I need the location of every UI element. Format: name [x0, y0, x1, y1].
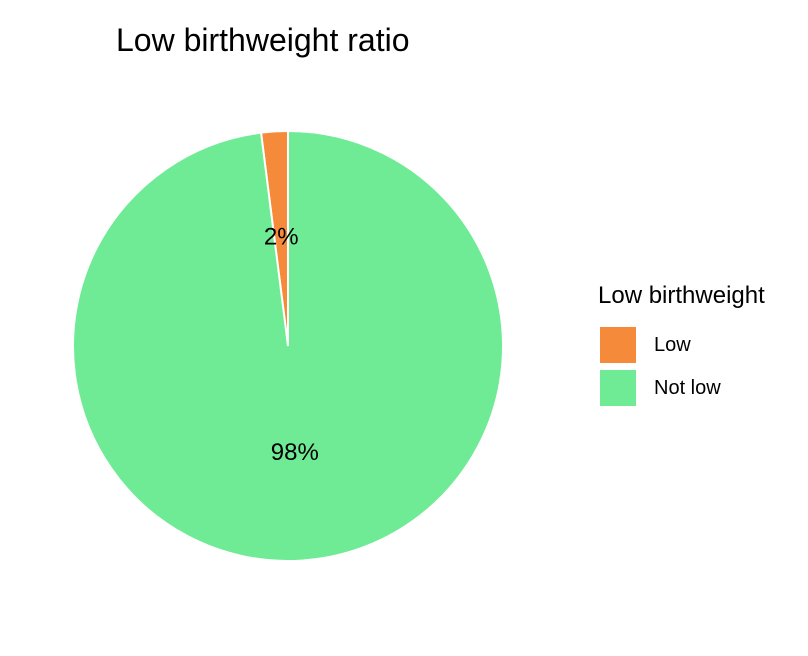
- pie-label-low: 2%: [264, 224, 299, 251]
- legend-item-not-low: Not low: [600, 369, 721, 407]
- pie-slice-not-low: [72, 129, 504, 562]
- pie-slice-labels: 2% 98%: [264, 224, 319, 467]
- legend-label-low: Low: [654, 333, 691, 356]
- legend-label-not-low: Not low: [654, 376, 721, 399]
- legend-item-low: Low: [600, 326, 691, 364]
- legend-title: Low birthweight: [598, 282, 765, 309]
- chart-title: Low birthweight ratio: [116, 22, 410, 58]
- legend: Low birthweight Low Not low: [598, 282, 765, 406]
- legend-swatch-low: [600, 327, 636, 363]
- pie-slices: [72, 129, 504, 562]
- legend-swatch-not-low: [600, 370, 636, 406]
- pie-label-not-low: 98%: [271, 439, 319, 466]
